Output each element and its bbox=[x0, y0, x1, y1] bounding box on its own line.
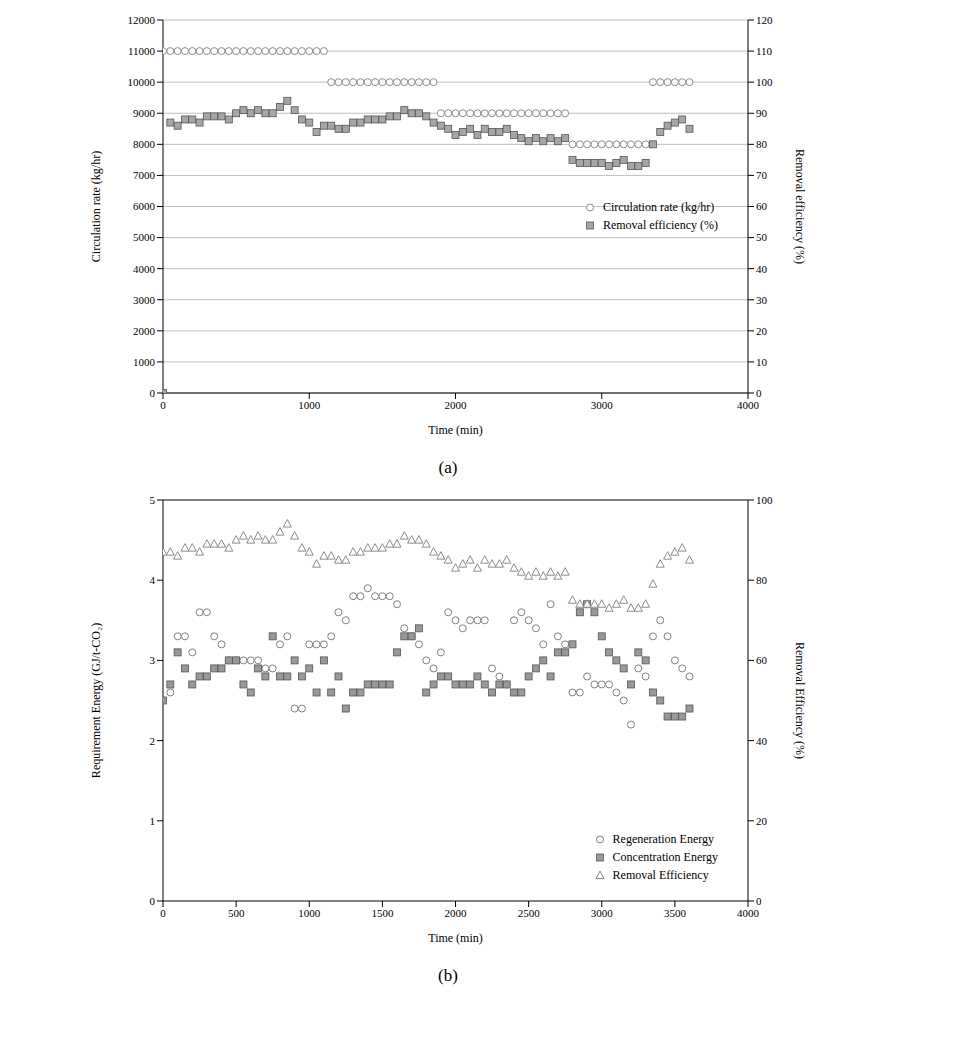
svg-text:10000: 10000 bbox=[128, 76, 156, 88]
html-text:Circulation rate (kg/hr): Circulation rate (kg/hr) bbox=[602, 199, 715, 214]
html-text:Removal Efficiency: Removal Efficiency bbox=[612, 867, 709, 882]
svg-text:500: 500 bbox=[228, 907, 245, 919]
svg-text:0: 0 bbox=[160, 399, 166, 411]
svg-text:1: 1 bbox=[150, 815, 156, 827]
svg-text:1000: 1000 bbox=[133, 356, 156, 368]
svg-text:50: 50 bbox=[756, 231, 768, 243]
svg-text:Removal efficiency (%): Removal efficiency (%) bbox=[793, 149, 807, 264]
svg-text:5: 5 bbox=[150, 494, 156, 506]
svg-text:9000: 9000 bbox=[133, 107, 156, 119]
svg-text:Requirement Energy (GJ/t-CO₂): Requirement Energy (GJ/t-CO₂) bbox=[89, 623, 103, 778]
svg-text:0: 0 bbox=[150, 895, 156, 907]
svg-text:3000: 3000 bbox=[591, 907, 614, 919]
svg-text:110: 110 bbox=[756, 45, 773, 57]
svg-text:90: 90 bbox=[756, 107, 768, 119]
svg-text:0: 0 bbox=[756, 387, 762, 399]
html-text:Regeneration Energy: Regeneration Energy bbox=[612, 831, 714, 846]
svg-text:11000: 11000 bbox=[128, 45, 156, 57]
svg-text:1000: 1000 bbox=[298, 907, 321, 919]
svg-text:7000: 7000 bbox=[133, 169, 156, 181]
svg-text:3000: 3000 bbox=[591, 399, 614, 411]
svg-text:2000: 2000 bbox=[133, 325, 156, 337]
svg-text:2000: 2000 bbox=[445, 907, 468, 919]
html-text:(a): (a) bbox=[438, 458, 458, 477]
svg-text:10: 10 bbox=[756, 356, 768, 368]
svg-text:8000: 8000 bbox=[133, 138, 156, 150]
svg-text:20: 20 bbox=[756, 325, 768, 337]
svg-text:2500: 2500 bbox=[518, 907, 541, 919]
svg-text:0: 0 bbox=[160, 907, 166, 919]
html-text:(b): (b) bbox=[438, 966, 458, 985]
svg-text:70: 70 bbox=[756, 169, 768, 181]
svg-text:Circulation rate (kg/hr): Circulation rate (kg/hr) bbox=[89, 151, 103, 262]
svg-text:100: 100 bbox=[756, 76, 773, 88]
svg-text:60: 60 bbox=[756, 654, 768, 666]
svg-text:5000: 5000 bbox=[133, 231, 156, 243]
svg-text:Time (min): Time (min) bbox=[428, 931, 483, 945]
svg-text:2000: 2000 bbox=[445, 399, 468, 411]
svg-text:40: 40 bbox=[756, 735, 768, 747]
svg-text:120: 120 bbox=[756, 14, 773, 26]
svg-text:Removal Efficiency (%): Removal Efficiency (%) bbox=[793, 642, 807, 759]
html-text:Concentration Energy: Concentration Energy bbox=[612, 849, 718, 864]
svg-text:4: 4 bbox=[150, 574, 156, 586]
svg-text:2: 2 bbox=[150, 735, 156, 747]
svg-text:80: 80 bbox=[756, 138, 768, 150]
svg-text:4000: 4000 bbox=[737, 399, 760, 411]
svg-text:4000: 4000 bbox=[737, 907, 760, 919]
svg-text:3500: 3500 bbox=[664, 907, 687, 919]
svg-text:3: 3 bbox=[150, 654, 156, 666]
svg-text:0: 0 bbox=[756, 895, 762, 907]
svg-text:6000: 6000 bbox=[133, 200, 156, 212]
html-text:Removal efficiency (%): Removal efficiency (%) bbox=[602, 217, 718, 232]
svg-text:12000: 12000 bbox=[128, 14, 156, 26]
svg-text:60: 60 bbox=[756, 200, 768, 212]
svg-text:80: 80 bbox=[756, 574, 768, 586]
svg-text:Time (min): Time (min) bbox=[428, 423, 483, 437]
svg-text:20: 20 bbox=[756, 815, 768, 827]
svg-text:1500: 1500 bbox=[371, 907, 394, 919]
svg-text:3000: 3000 bbox=[133, 294, 156, 306]
svg-text:0: 0 bbox=[150, 387, 156, 399]
svg-text:40: 40 bbox=[756, 263, 768, 275]
svg-text:30: 30 bbox=[756, 294, 768, 306]
svg-text:1000: 1000 bbox=[298, 399, 321, 411]
svg-text:100: 100 bbox=[756, 494, 773, 506]
svg-text:4000: 4000 bbox=[133, 263, 156, 275]
